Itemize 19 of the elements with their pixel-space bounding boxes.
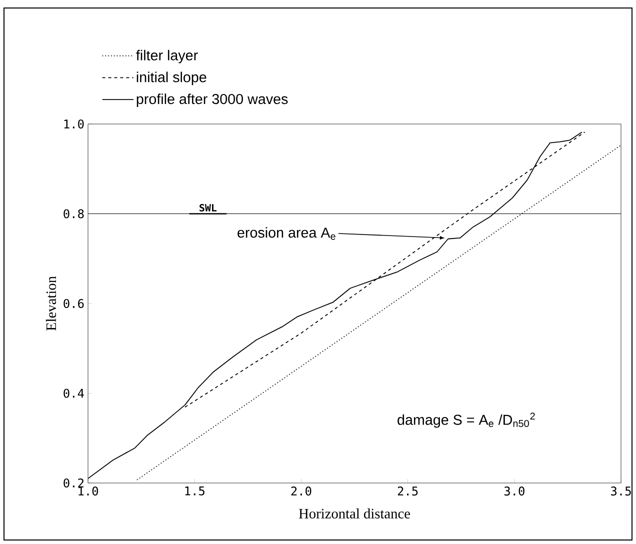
y-tick-label: 0.4 [64, 388, 84, 398]
legend-label: filter layer [136, 50, 198, 64]
x-tick-label: 1.5 [185, 486, 204, 496]
x-tick-label: 1.0 [78, 486, 98, 496]
annotation: damage S = A$_{e}$ /D$_{n50}$2 [398, 412, 535, 428]
y-tick-label: 1.0 [64, 119, 84, 129]
x-tick-label: 3.5 [611, 486, 631, 496]
y-axis-title: Elevation [46, 276, 56, 331]
annotation: erosion area A$_{e}$ [238, 227, 336, 240]
legend-label: profile after 3000 waves [136, 94, 288, 107]
x-tick-label: 2.0 [291, 486, 312, 496]
x-axis-title: Horizontal distance [298, 508, 410, 518]
legend-label: initial slope [136, 72, 206, 86]
x-tick-label: 2.5 [398, 486, 418, 496]
y-tick-label: 0.2 [64, 478, 84, 488]
y-tick-label: 0.6 [64, 298, 84, 308]
y-tick-label: 0.8 [64, 209, 84, 218]
x-tick-label: 3.0 [504, 486, 524, 496]
ref-line-label: SWL [200, 204, 217, 212]
